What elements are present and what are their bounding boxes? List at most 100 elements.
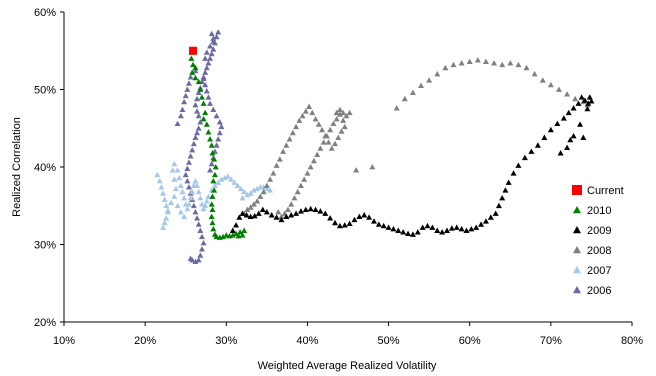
point-2009	[302, 206, 309, 213]
x-tick-label: 30%	[215, 335, 237, 347]
y-tick-label: 50%	[34, 85, 56, 97]
legend-label-current: Current	[587, 185, 624, 197]
point-2008	[315, 121, 322, 127]
point-2007	[176, 174, 183, 181]
point-2007	[211, 182, 218, 188]
point-2006	[185, 80, 192, 86]
point-2006	[192, 258, 199, 264]
point-2006	[213, 33, 220, 40]
point-2008	[482, 58, 489, 64]
point-2009	[482, 218, 489, 224]
point-2009	[307, 205, 314, 212]
point-2006	[190, 140, 197, 147]
point-2006	[205, 94, 212, 100]
point-2008	[369, 164, 376, 170]
point-2008	[353, 167, 360, 173]
point-2009	[390, 226, 397, 232]
point-2008	[466, 58, 473, 64]
point-2009	[278, 216, 285, 223]
y-tick-label: 40%	[34, 162, 56, 174]
point-2009	[547, 126, 554, 133]
point-2008	[338, 128, 345, 134]
legend-swatch-current	[572, 185, 582, 195]
point-2007	[174, 167, 181, 173]
x-tick-label: 40%	[296, 335, 318, 347]
point-2010	[211, 156, 218, 162]
point-2010	[208, 201, 215, 207]
point-2010	[241, 227, 248, 233]
point-2009	[283, 213, 290, 219]
point-2009	[521, 154, 528, 161]
point-2009	[356, 213, 363, 219]
point-2006	[192, 208, 199, 215]
point-2010	[192, 64, 199, 71]
point-2009	[588, 98, 595, 104]
point-2008	[323, 133, 330, 139]
point-2007	[241, 188, 248, 195]
point-2010	[237, 229, 244, 235]
point-2010	[209, 219, 216, 226]
point-2009	[332, 219, 339, 226]
point-2007	[171, 193, 178, 199]
legend-label-2007: 2007	[587, 265, 611, 277]
point-2007	[218, 176, 225, 182]
point-2009	[541, 134, 548, 140]
point-2008	[523, 64, 530, 71]
point-2006	[179, 106, 186, 113]
point-2009	[554, 120, 561, 126]
point-2006	[203, 49, 210, 55]
point-2006	[197, 119, 204, 125]
point-2007	[181, 195, 188, 201]
point-2006	[192, 67, 199, 74]
point-2008	[280, 148, 287, 154]
point-2007	[221, 174, 228, 181]
point-2009	[439, 229, 446, 235]
x-tick-label: 70%	[540, 335, 562, 347]
point-2009	[385, 224, 392, 230]
point-2009	[515, 162, 522, 168]
point-2008	[564, 91, 571, 97]
point-2008	[284, 206, 291, 213]
point-2010	[220, 233, 227, 240]
point-2008	[474, 57, 481, 63]
point-2008	[289, 129, 296, 136]
point-2008	[278, 213, 285, 219]
point-2007	[267, 187, 274, 193]
point-2007	[260, 184, 267, 190]
point-2007	[184, 205, 191, 212]
point-2008	[333, 109, 340, 116]
point-2009	[405, 230, 412, 237]
x-tick-label: 20%	[134, 335, 156, 347]
point-2008	[250, 201, 257, 207]
point-2010	[229, 232, 236, 238]
point-2008	[263, 182, 270, 188]
point-2009	[499, 195, 506, 201]
point-2009	[251, 212, 258, 219]
point-2008	[507, 60, 514, 66]
point-2009	[414, 229, 421, 235]
point-2009	[567, 136, 574, 143]
point-2009	[586, 94, 593, 100]
point-2008	[320, 139, 327, 145]
point-2009	[317, 208, 324, 214]
point-2010	[208, 213, 215, 219]
point-2008	[499, 61, 506, 68]
point-2008	[531, 71, 538, 77]
point-2009	[495, 202, 502, 209]
point-2009	[322, 210, 329, 216]
point-2007	[194, 182, 201, 188]
point-2009	[288, 212, 295, 218]
point-2008	[297, 182, 304, 188]
point-2006	[208, 50, 215, 57]
point-2010	[195, 78, 202, 85]
point-2007	[198, 201, 205, 207]
point-2006	[197, 252, 204, 258]
point-2009	[429, 224, 436, 230]
point-2009	[528, 148, 535, 154]
point-2008	[409, 89, 416, 95]
point-2010	[209, 193, 216, 199]
point-2006	[187, 255, 194, 261]
point-2008	[555, 86, 562, 92]
legend-swatch-2008	[573, 246, 581, 254]
